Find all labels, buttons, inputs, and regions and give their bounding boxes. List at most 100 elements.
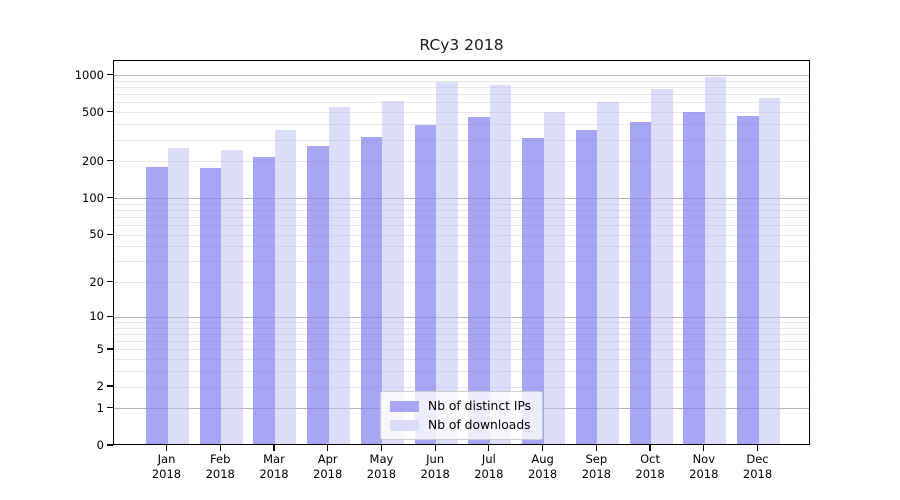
y-axis-tick-label-1000: 1000 xyxy=(74,67,104,82)
gridline-500 xyxy=(114,112,809,114)
legend-swatch-distinct-ips xyxy=(390,400,419,412)
y-axis-tick-mark xyxy=(106,407,113,409)
x-axis-tick-mark xyxy=(327,445,329,451)
bar-ips-aug xyxy=(522,138,544,444)
gridline-40 xyxy=(114,246,809,248)
chart-title: RCy3 2018 xyxy=(419,36,504,54)
gridline-1000 xyxy=(114,75,809,77)
gridline-50 xyxy=(114,234,809,236)
gridline-80 xyxy=(114,209,809,211)
x-axis-tick-mark xyxy=(273,445,275,451)
x-axis-tick-label-may: May 2018 xyxy=(366,452,397,481)
bar-ips-jul xyxy=(468,116,490,444)
x-axis-tick-mark xyxy=(165,445,168,451)
bar-ips-dec xyxy=(737,115,759,444)
gridline-8 xyxy=(114,327,809,329)
y-axis-tick-mark xyxy=(106,73,113,76)
bar-downloads-mar xyxy=(274,130,297,444)
gridline-20 xyxy=(114,282,809,284)
bar-ips-apr xyxy=(307,145,329,444)
x-axis-tick-label-sep: Sep 2018 xyxy=(581,452,611,481)
y-axis-tick-mark xyxy=(106,111,113,113)
x-axis-tick-mark xyxy=(380,445,382,451)
x-axis-tick-mark xyxy=(595,445,597,451)
x-axis-tick-mark xyxy=(542,445,544,451)
bar-ips-mar xyxy=(253,157,275,444)
x-axis-tick-label-nov: Nov 2018 xyxy=(689,452,719,481)
y-axis-tick-mark xyxy=(106,444,113,446)
gridline-100 xyxy=(114,198,809,200)
gridline-30 xyxy=(114,261,809,263)
bar-downloads-aug xyxy=(543,112,566,444)
gridline-5 xyxy=(114,349,809,351)
y-axis-tick-label-50: 50 xyxy=(89,227,104,242)
y-axis-tick-label-500: 500 xyxy=(82,104,104,119)
plot-area xyxy=(113,60,810,445)
x-axis-tick-mark xyxy=(703,445,705,451)
y-axis-tick-mark xyxy=(106,315,113,318)
legend: Nb of distinct IPs Nb of downloads xyxy=(380,391,544,440)
bar-downloads-oct xyxy=(651,89,673,444)
y-axis-tick-label-1: 1 xyxy=(96,400,104,415)
bar-ips-jun xyxy=(414,125,437,444)
bar-downloads-sep xyxy=(597,101,619,444)
x-axis-tick-label-aug: Aug 2018 xyxy=(527,452,558,481)
bar-ips-oct xyxy=(629,122,652,444)
y-axis-tick-label-5: 5 xyxy=(96,341,104,356)
bar-ips-jan xyxy=(146,167,168,444)
gridline-400 xyxy=(114,124,809,126)
bar-ips-nov xyxy=(683,112,705,444)
x-axis-tick-mark xyxy=(488,445,490,451)
bar-ips-feb xyxy=(199,168,222,444)
x-axis-tick-mark xyxy=(434,445,436,451)
gridline-6 xyxy=(114,341,809,343)
gridline-800 xyxy=(114,87,809,89)
legend-label-distinct-ips: Nb of distinct IPs xyxy=(428,399,532,413)
x-axis-tick-label-dec: Dec 2018 xyxy=(742,452,773,481)
y-axis-tick-mark xyxy=(106,160,113,162)
bar-downloads-jul xyxy=(489,85,512,444)
gridline-60 xyxy=(114,225,809,227)
x-axis-tick-label-mar: Mar 2018 xyxy=(259,452,289,481)
legend-swatch-downloads xyxy=(390,419,419,431)
gridline-90 xyxy=(114,203,809,205)
gridline-2 xyxy=(114,386,809,388)
gridline-700 xyxy=(114,94,809,96)
gridline-9 xyxy=(114,322,809,324)
gridline-600 xyxy=(114,102,809,104)
x-axis-tick-label-jun: Jun 2018 xyxy=(420,452,450,481)
y-axis-tick-mark xyxy=(106,196,113,199)
bar-ips-sep xyxy=(575,130,598,444)
x-axis-tick-mark xyxy=(649,445,651,451)
bar-downloads-jan xyxy=(167,148,189,444)
legend-item-distinct-ips: Nb of distinct IPs xyxy=(390,399,531,413)
gridline-3 xyxy=(114,371,809,373)
gridline-200 xyxy=(114,161,809,163)
x-axis-tick-label-jul: Jul 2018 xyxy=(474,452,504,481)
gridline-10 xyxy=(114,316,809,318)
x-axis-tick-label-oct: Oct 2018 xyxy=(635,452,665,481)
y-axis-tick-mark xyxy=(106,281,113,283)
y-axis-tick-label-0: 0 xyxy=(96,438,104,452)
y-axis-tick-mark xyxy=(106,385,113,387)
y-axis-tick-label-10: 10 xyxy=(89,309,104,324)
bar-downloads-jun xyxy=(436,82,458,444)
y-axis-tick-label-2: 2 xyxy=(96,379,104,394)
x-axis-tick-mark xyxy=(219,445,221,451)
bar-downloads-feb xyxy=(221,150,243,444)
bar-downloads-apr xyxy=(328,107,351,444)
bar-downloads-dec xyxy=(758,97,781,444)
bar-downloads-may xyxy=(382,101,404,444)
gridline-4 xyxy=(114,359,809,361)
legend-item-downloads: Nb of downloads xyxy=(390,418,531,432)
legend-label-downloads: Nb of downloads xyxy=(428,418,531,432)
x-axis-tick-label-jan: Jan 2018 xyxy=(151,452,182,481)
y-axis-tick-label-20: 20 xyxy=(89,274,104,289)
y-axis-tick-label-200: 200 xyxy=(82,153,104,168)
gridline-70 xyxy=(114,216,809,218)
y-axis-tick-mark xyxy=(106,233,113,235)
y-axis-tick-mark xyxy=(106,348,113,350)
bar-ips-may xyxy=(360,137,383,444)
bar-downloads-nov xyxy=(704,76,727,444)
